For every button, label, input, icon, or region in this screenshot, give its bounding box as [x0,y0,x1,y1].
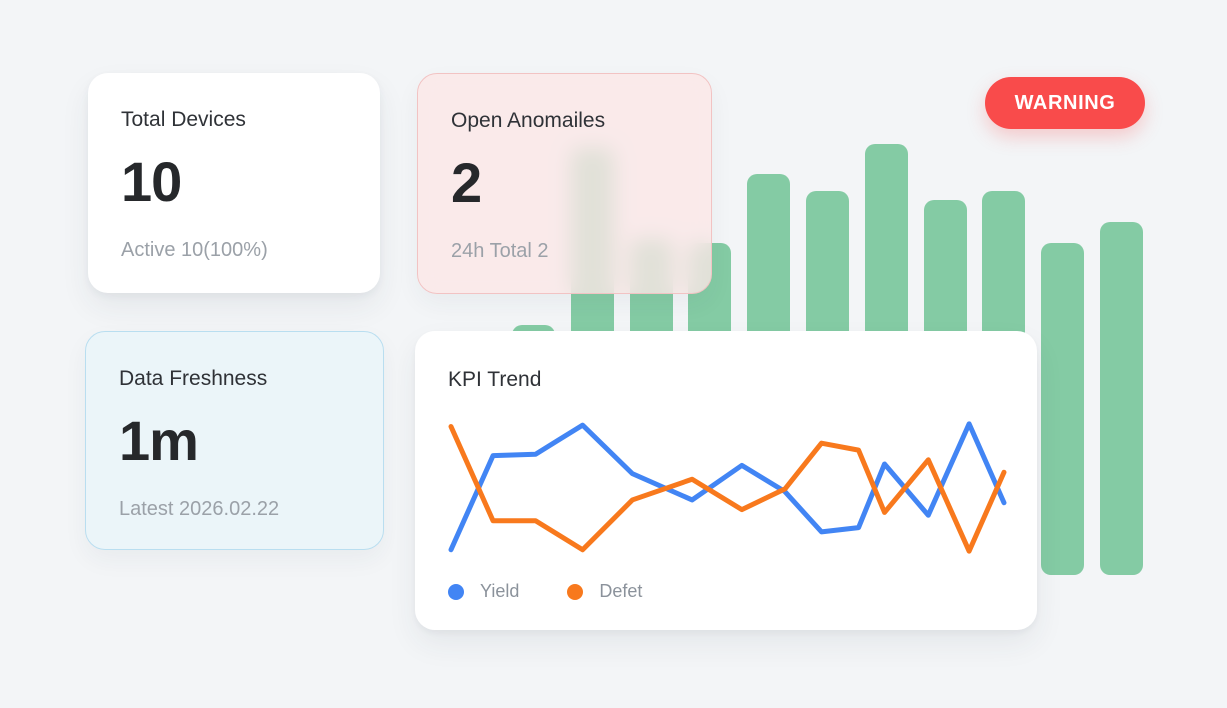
bar [1041,243,1085,575]
kpi-trend-card: KPI Trend Yield Defet [415,331,1037,630]
data-freshness-title: Data Freshness [119,367,268,390]
defet-legend-dot-icon [567,583,584,600]
total-devices-card: Total Devices 10 Active 10(100%) [88,73,380,293]
defet-legend-label: Defet [599,581,643,601]
open-anomalies-subtitle: 24h Total 2 [451,240,549,262]
yield-legend-dot-icon [448,583,464,600]
legend-item-defet[interactable]: Defet [567,581,642,602]
total-devices-subtitle: Active 10(100%) [121,239,268,261]
data-freshness-subtitle: Latest 2026.02.22 [119,498,280,520]
data-freshness-value: 1m [119,409,199,472]
open-anomalies-value: 2 [451,151,482,214]
open-anomalies-title: Open Anomailes [451,109,606,132]
kpi-legend: Yield Defet [448,581,642,602]
open-anomalies-card: Open Anomailes 2 24h Total 2 [417,73,712,294]
yield-legend-label: Yield [480,581,520,601]
kpi-line-chart [448,421,1007,554]
yield-line [448,421,1007,553]
legend-item-yield[interactable]: Yield [448,581,519,602]
total-devices-title: Total Devices [121,108,246,131]
defet-line [448,424,1007,554]
bar [1100,221,1143,575]
warning-status-badge[interactable]: WARNING [985,77,1145,129]
total-devices-value: 10 [121,150,182,213]
kpi-trend-title: KPI Trend [448,368,542,391]
data-freshness-card: Data Freshness 1m Latest 2026.02.22 [85,331,384,550]
